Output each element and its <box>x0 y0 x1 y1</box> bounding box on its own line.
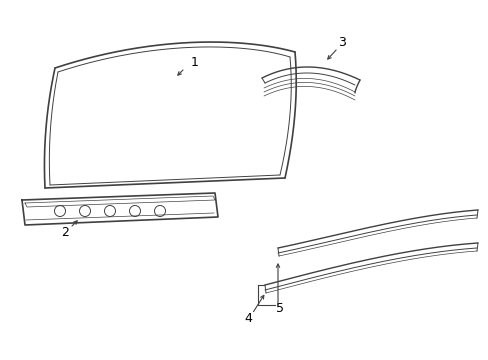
Text: 2: 2 <box>61 226 69 239</box>
Text: 4: 4 <box>244 311 251 324</box>
Text: 1: 1 <box>191 55 199 68</box>
Text: 5: 5 <box>275 302 284 315</box>
Text: 3: 3 <box>337 36 345 49</box>
